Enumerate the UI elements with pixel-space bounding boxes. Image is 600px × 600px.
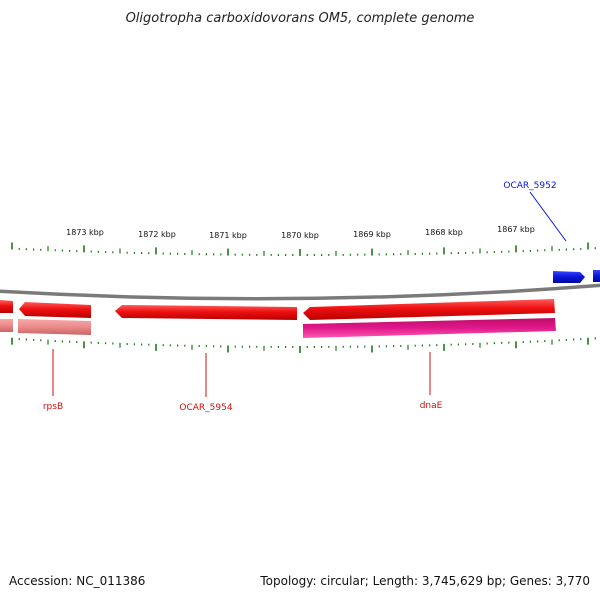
- cds-arrow-ocar-5952[interactable]: [553, 271, 585, 283]
- ruler-ticks-inner: [11, 337, 596, 353]
- ruler-ticks-outer: [11, 242, 596, 256]
- cds-arrow-dnae[interactable]: [303, 299, 555, 320]
- gene-rpsb-edge[interactable]: [0, 319, 13, 332]
- genome-summary-text: Topology: circular; Length: 3,745,629 bp…: [260, 574, 590, 588]
- feature-label-rpsb[interactable]: rpsB: [43, 402, 63, 412]
- cds-arrow-blue-partial[interactable]: [593, 270, 600, 282]
- cds-arrow-left-edge[interactable]: [0, 300, 13, 313]
- genome-backbone: [0, 283, 600, 301]
- accession-text: Accession: NC_011386: [9, 574, 146, 588]
- feature-label-ocar-5954[interactable]: OCAR_5954: [179, 403, 232, 413]
- cds-arrow-rpsb[interactable]: [19, 302, 91, 318]
- ruler-label: 1869 kbp: [353, 230, 391, 239]
- ruler-label: 1871 kbp: [209, 231, 247, 240]
- ruler-label: 1867 kbp: [497, 225, 535, 234]
- gene-rpsb[interactable]: [18, 319, 91, 335]
- ruler-label: 1868 kbp: [425, 228, 463, 237]
- feature-label-dnae[interactable]: dnaE: [420, 401, 443, 411]
- ruler-label: 1873 kbp: [66, 228, 104, 237]
- gene-dnae[interactable]: [303, 318, 556, 338]
- genome-title: Oligotropha carboxidovorans OM5, complet…: [126, 11, 475, 26]
- ruler-label: 1870 kbp: [281, 231, 319, 240]
- feature-label-ocar-5952[interactable]: OCAR_5952: [503, 181, 556, 191]
- ruler-label: 1872 kbp: [138, 230, 176, 239]
- label-connector-ocar-5952: [529, 191, 567, 242]
- cds-arrow-ocar-5954[interactable]: [115, 305, 297, 320]
- ruler-labels: 1873 kbp 1872 kbp 1871 kbp 1870 kbp 1869…: [66, 225, 535, 240]
